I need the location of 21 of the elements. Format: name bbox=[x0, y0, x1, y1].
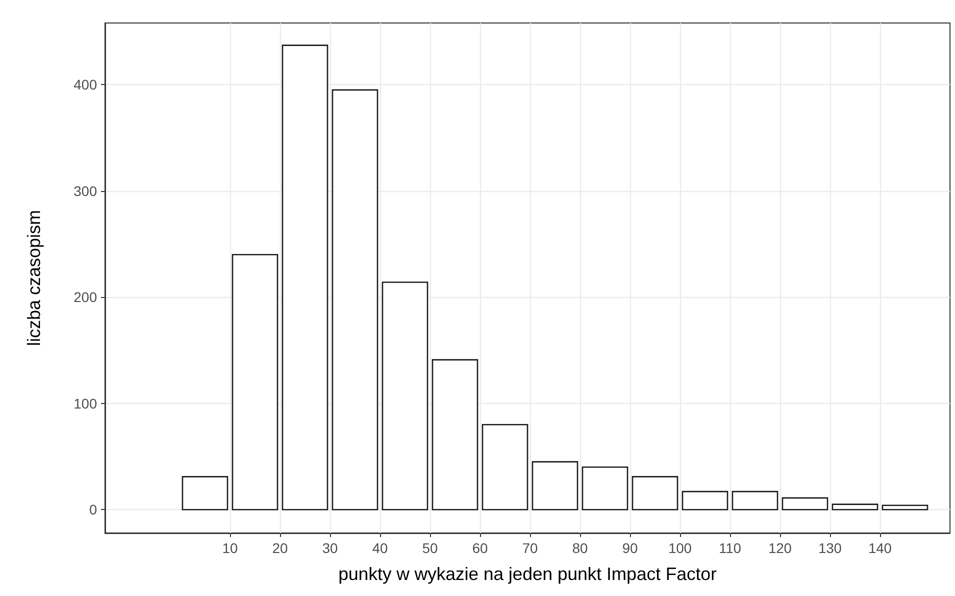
y-tick-label: 100 bbox=[74, 395, 98, 412]
y-tick-label: 300 bbox=[74, 182, 98, 199]
x-tick-label: 20 bbox=[272, 540, 288, 556]
x-tick-label: 60 bbox=[472, 540, 488, 556]
x-tick-label: 40 bbox=[372, 540, 388, 556]
y-tick-label: 200 bbox=[74, 289, 98, 306]
x-tick-label: 70 bbox=[522, 540, 538, 556]
x-tick-label: 130 bbox=[818, 540, 842, 556]
y-tick-label: 0 bbox=[89, 502, 98, 518]
y-axis-title: liczba czasopism bbox=[24, 210, 44, 346]
x-tick-label: 50 bbox=[422, 540, 438, 556]
x-tick-label: 110 bbox=[718, 540, 742, 556]
x-tick-label: 90 bbox=[622, 540, 638, 556]
y-tick-label: 400 bbox=[74, 76, 98, 93]
x-tick-label: 140 bbox=[868, 540, 892, 556]
x-tick-label: 80 bbox=[572, 540, 588, 556]
x-tick-label: 10 bbox=[222, 540, 238, 556]
x-axis-title: punkty w wykazie na jeden punkt Impact Factor bbox=[338, 564, 717, 584]
x-tick-label: 100 bbox=[668, 540, 692, 556]
x-tick-label: 120 bbox=[768, 540, 792, 556]
x-tick-label: 30 bbox=[322, 540, 338, 556]
